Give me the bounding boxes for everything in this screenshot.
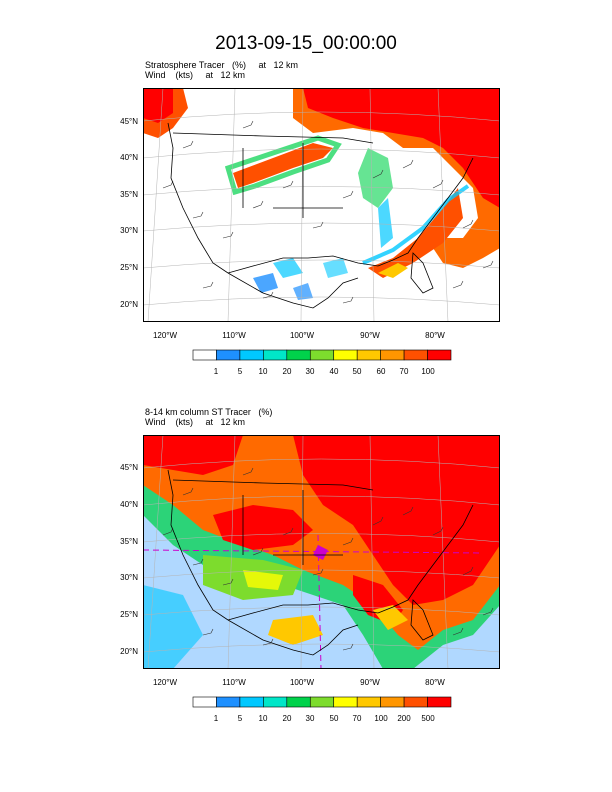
panel1-colorbar-label: 100 xyxy=(421,367,435,376)
panel2-colorbar-label: 70 xyxy=(352,714,362,723)
panel1-lat-label: 45°N xyxy=(120,117,138,126)
panel1-lon-label: 110°W xyxy=(222,331,246,340)
panel1-lat-label: 20°N xyxy=(120,300,138,309)
panel2-lat-label: 20°N xyxy=(120,647,138,656)
panel2-lat-label: 30°N xyxy=(120,573,138,582)
colorbar-swatch xyxy=(356,349,381,361)
panel2-tracer-field xyxy=(143,435,500,669)
panel2-dashed-contour xyxy=(143,534,484,669)
panel2-colorbar-label: 500 xyxy=(421,714,435,723)
colorbar-swatch xyxy=(333,696,358,708)
colorbar-swatch xyxy=(333,349,358,361)
panel1-lon-label: 80°W xyxy=(425,331,445,340)
colorbar-swatch xyxy=(263,696,288,708)
panel2-colorbar-label: 50 xyxy=(329,714,339,723)
panel2-lon-label: 100°W xyxy=(289,678,315,687)
colorbar-swatch xyxy=(239,696,264,708)
panel1-lon-label: 100°W xyxy=(289,331,315,340)
panel2-lon-label: 110°W xyxy=(222,678,246,687)
panel2-lon-label: 120°W xyxy=(152,678,178,687)
panel2-colorbar xyxy=(192,696,452,708)
panel1-lat-label: 35°N xyxy=(120,190,138,199)
panel1-header-line2: Wind (kts) at 12 km xyxy=(145,70,246,80)
panel2-colorbar-label: 1 xyxy=(213,714,219,723)
colorbar-swatch xyxy=(192,349,217,361)
panel1-lat-label: 40°N xyxy=(120,153,138,162)
panel2-colorbar-label: 5 xyxy=(237,714,243,723)
panel2-lat-label: 40°N xyxy=(120,500,138,509)
colorbar-swatch xyxy=(286,696,311,708)
panel2-colorbar-label: 20 xyxy=(282,714,292,723)
panel1-grid xyxy=(143,88,500,322)
colorbar-swatch xyxy=(263,349,288,361)
colorbar-swatch xyxy=(427,696,452,708)
panel2-colorbar-label: 200 xyxy=(397,714,411,723)
panel2-colorbar-label: 30 xyxy=(305,714,315,723)
panel2-colorbar-label: 100 xyxy=(374,714,388,723)
panel1-tracer-field xyxy=(143,88,500,300)
panel1-wind-barbs xyxy=(162,120,494,304)
panel1-header-line1: Stratosphere Tracer (%) at 12 km xyxy=(145,60,299,70)
colorbar-swatch xyxy=(380,349,405,361)
colorbar-swatch xyxy=(192,696,217,708)
panel2-wind-barbs xyxy=(162,467,494,651)
colorbar-swatch xyxy=(216,349,241,361)
panel2-coastlines xyxy=(167,469,474,656)
panel1-coastlines xyxy=(167,122,474,309)
panel2-lat-label: 25°N xyxy=(120,610,138,619)
colorbar-swatch xyxy=(309,349,335,361)
panel1-colorbar-label: 40 xyxy=(329,367,339,376)
panel2-map xyxy=(143,435,500,669)
panel1-map xyxy=(143,88,500,322)
panel1-colorbar-label: 20 xyxy=(282,367,292,376)
panel1-colorbar-label: 50 xyxy=(352,367,362,376)
panel1-colorbar-label: 30 xyxy=(305,367,315,376)
panel2-grid xyxy=(143,435,500,669)
panel1-colorbar-label: 60 xyxy=(376,367,386,376)
panel1-colorbar-label: 1 xyxy=(213,367,219,376)
panel2-lat-label: 35°N xyxy=(120,537,138,546)
colorbar-swatch xyxy=(380,696,405,708)
panel1-colorbar-label: 70 xyxy=(399,367,409,376)
panel2-lat-label: 45°N xyxy=(120,463,138,472)
colorbar-swatch xyxy=(286,349,311,361)
panel1-colorbar-label: 5 xyxy=(237,367,243,376)
colorbar-swatch xyxy=(239,349,264,361)
panel1-colorbar-label: 10 xyxy=(258,367,268,376)
panel1-lon-label: 90°W xyxy=(360,331,380,340)
colorbar-swatch xyxy=(309,696,335,708)
panel2-lon-label: 80°W xyxy=(425,678,445,687)
colorbar-swatch xyxy=(403,349,428,361)
colorbar-swatch xyxy=(356,696,381,708)
colorbar-swatch xyxy=(427,349,452,361)
panel1-colorbar xyxy=(192,349,452,361)
colorbar-swatch xyxy=(403,696,428,708)
panel2-lon-label: 90°W xyxy=(360,678,380,687)
plot-title: 2013-09-15_00:00:00 xyxy=(215,33,397,54)
panel2-colorbar-label: 10 xyxy=(258,714,268,723)
panel1-lon-label: 120°W xyxy=(152,331,178,340)
panel1-lat-label: 30°N xyxy=(120,226,138,235)
panel2-header-line1: 8-14 km column ST Tracer (%) xyxy=(145,407,273,417)
panel1-lat-label: 25°N xyxy=(120,263,138,272)
colorbar-swatch xyxy=(216,696,241,708)
panel2-header-line2: Wind (kts) at 12 km xyxy=(145,417,246,427)
